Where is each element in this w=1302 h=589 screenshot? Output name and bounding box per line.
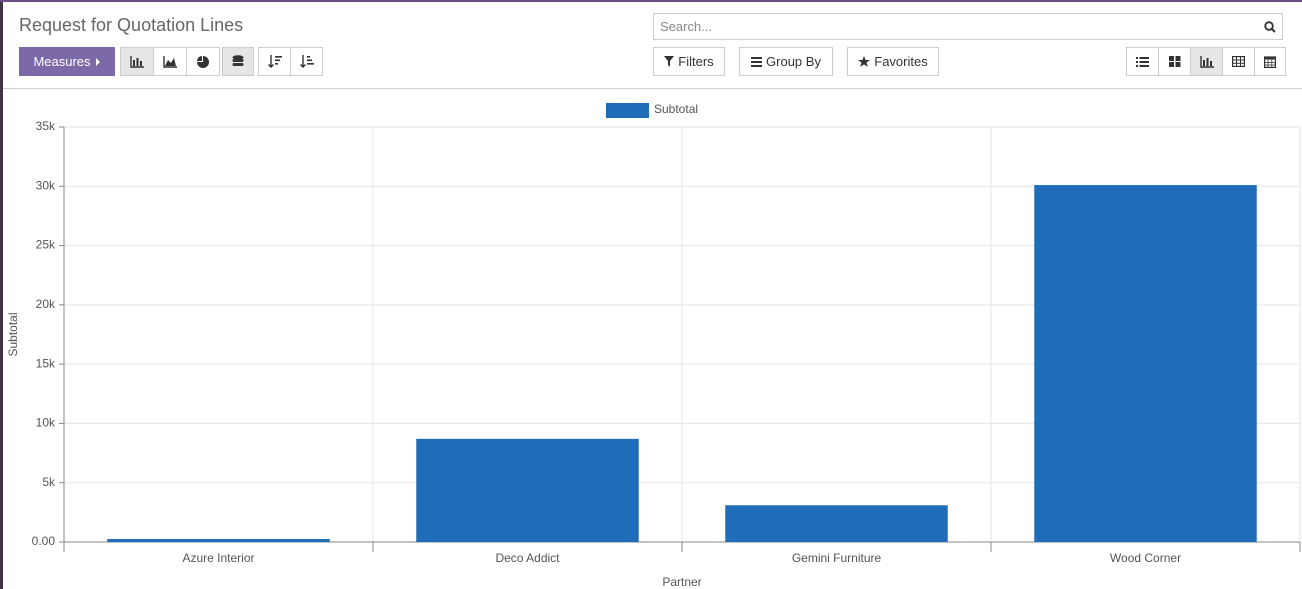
y-axis-label: Subtotal [6, 312, 20, 356]
y-tick-label: 35k [36, 119, 56, 133]
y-tick-label: 10k [36, 416, 56, 430]
sort-asc-button[interactable] [290, 47, 323, 76]
stacked-button[interactable] [222, 47, 254, 76]
icon [267, 55, 282, 68]
bar [725, 505, 948, 542]
y-tick-label: 20k [36, 297, 56, 311]
measures-button[interactable]: Measures [19, 47, 115, 76]
icon [232, 55, 244, 66]
search-input[interactable]: Search... [653, 13, 1283, 40]
y-tick-label: 5k [42, 475, 56, 489]
y-tick-label: 0.00 [32, 534, 56, 548]
sidebar-edge [0, 2, 3, 589]
y-tick-label: 15k [36, 356, 56, 370]
favorites-label: Favorites [874, 54, 928, 69]
search-icon [1264, 21, 1276, 33]
search-placeholder: Search... [660, 19, 713, 34]
filters-button[interactable]: Filters [653, 47, 725, 76]
icon [1264, 56, 1276, 68]
pivot-view-button[interactable] [1222, 47, 1255, 76]
bar [107, 539, 330, 542]
measures-label: Measures [33, 54, 91, 69]
x-tick-label: Gemini Furniture [792, 551, 882, 565]
graph-view-button[interactable] [1190, 47, 1223, 76]
y-tick-label: 30k [36, 178, 56, 192]
list-view-button[interactable] [1126, 47, 1159, 76]
icon [858, 55, 871, 67]
icon [1232, 56, 1245, 67]
icon [299, 55, 314, 68]
icon [664, 56, 675, 67]
icon [751, 56, 763, 67]
x-tick-label: Deco Addict [495, 551, 560, 565]
filters-label: Filters [678, 54, 714, 69]
x-tick-label: Wood Corner [1110, 551, 1181, 565]
favorites-button[interactable]: Favorites [847, 47, 939, 76]
icon [1136, 56, 1149, 67]
group-by-label: Group By [766, 54, 821, 69]
caret [95, 57, 100, 66]
kanban-view-button[interactable] [1158, 47, 1191, 76]
pie-chart-button[interactable] [186, 47, 220, 76]
x-tick-label: Azure Interior [182, 551, 254, 565]
line-chart-button[interactable] [153, 47, 187, 76]
sort-desc-button[interactable] [258, 47, 291, 76]
group-by-button[interactable]: Group By [739, 47, 833, 76]
calendar-view-button[interactable] [1254, 47, 1286, 76]
control-panel: Request for Quotation Lines Search... Me… [3, 2, 1302, 89]
icon [1199, 55, 1214, 68]
legend-label: Subtotal [654, 102, 698, 116]
x-axis-label: Partner [662, 575, 701, 589]
icon [1168, 56, 1180, 67]
bar-chart-button[interactable] [120, 47, 154, 76]
page-title: Request for Quotation Lines [19, 15, 244, 35]
bar [416, 438, 639, 542]
legend-swatch [606, 103, 649, 118]
icon [130, 55, 144, 68]
icon [163, 55, 177, 68]
icon [197, 55, 209, 68]
bar [1034, 185, 1257, 542]
y-tick-label: 25k [36, 238, 56, 252]
